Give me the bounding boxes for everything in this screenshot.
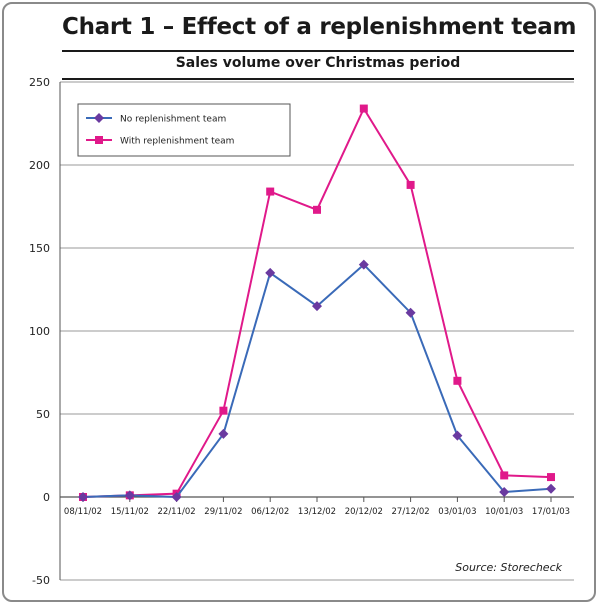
y-tick-label: 150 bbox=[29, 242, 50, 255]
x-tick-label: 20/12/02 bbox=[345, 507, 383, 517]
chart-title: Sales volume over Christmas period bbox=[175, 55, 461, 71]
data-point-no-team bbox=[358, 259, 369, 270]
data-point-with-team bbox=[453, 376, 462, 385]
data-point-no-team bbox=[546, 483, 556, 494]
x-tick-label: 10/01/03 bbox=[485, 507, 523, 517]
data-point-with-team bbox=[359, 104, 368, 113]
axes: -50 0 50 100 150 200 250 08/11/02 15/11/02 22/11/… bbox=[29, 76, 574, 587]
series-line-no-team bbox=[82, 263, 552, 499]
data-point-no-team bbox=[499, 487, 510, 498]
data-point-with-team bbox=[406, 180, 415, 189]
chart-heading: Chart 1 – Effect of a replenishment team bbox=[62, 14, 577, 40]
y-tick-label: 0 bbox=[43, 491, 50, 504]
data-point-no-team bbox=[312, 301, 322, 312]
y-tick-label: -50 bbox=[32, 574, 50, 587]
data-point-with-team bbox=[219, 406, 228, 415]
data-point-with-team bbox=[500, 471, 509, 480]
data-point-no-team bbox=[171, 492, 182, 502]
legend-label: With replenishment team bbox=[120, 137, 234, 147]
x-tick-label: 13/12/02 bbox=[298, 507, 336, 517]
legend-marker-square bbox=[95, 136, 103, 144]
subtitle-rule bbox=[62, 78, 574, 80]
x-tick-label: 06/12/02 bbox=[251, 507, 289, 517]
data-point-no-team bbox=[124, 490, 135, 501]
y-tick-label: 50 bbox=[36, 408, 50, 421]
data-point-no-team bbox=[405, 307, 416, 318]
data-point-no-team bbox=[452, 430, 463, 441]
y-tick-label: 100 bbox=[29, 325, 50, 338]
series bbox=[78, 104, 556, 502]
x-tick-label: 17/01/03 bbox=[532, 507, 570, 517]
data-point-with-team bbox=[313, 205, 321, 214]
legend: No replenishment team With replenishment … bbox=[77, 103, 291, 157]
data-point-with-team bbox=[547, 473, 555, 482]
x-tick-label: 27/12/02 bbox=[392, 507, 430, 517]
y-tick-label: 250 bbox=[29, 76, 50, 89]
heading-rule bbox=[62, 50, 574, 52]
x-tick-label: 15/11/02 bbox=[111, 507, 149, 517]
data-point-with-team bbox=[266, 187, 275, 196]
gridlines bbox=[60, 81, 574, 581]
y-tick-label: 200 bbox=[29, 159, 50, 172]
legend-marker-diamond bbox=[94, 113, 104, 123]
legend-label: No replenishment team bbox=[120, 115, 226, 125]
legend-box bbox=[77, 103, 291, 157]
x-tick-label: 22/11/02 bbox=[158, 507, 196, 517]
x-tick-label: 03/01/03 bbox=[438, 507, 476, 517]
data-point-no-team bbox=[265, 267, 276, 278]
data-point-no-team bbox=[78, 492, 88, 502]
data-point-no-team bbox=[218, 428, 229, 439]
x-tick-label: 29/11/02 bbox=[204, 507, 242, 517]
x-tick-label: 08/11/02 bbox=[64, 507, 102, 517]
source-note: Source: Storecheck bbox=[455, 561, 562, 574]
